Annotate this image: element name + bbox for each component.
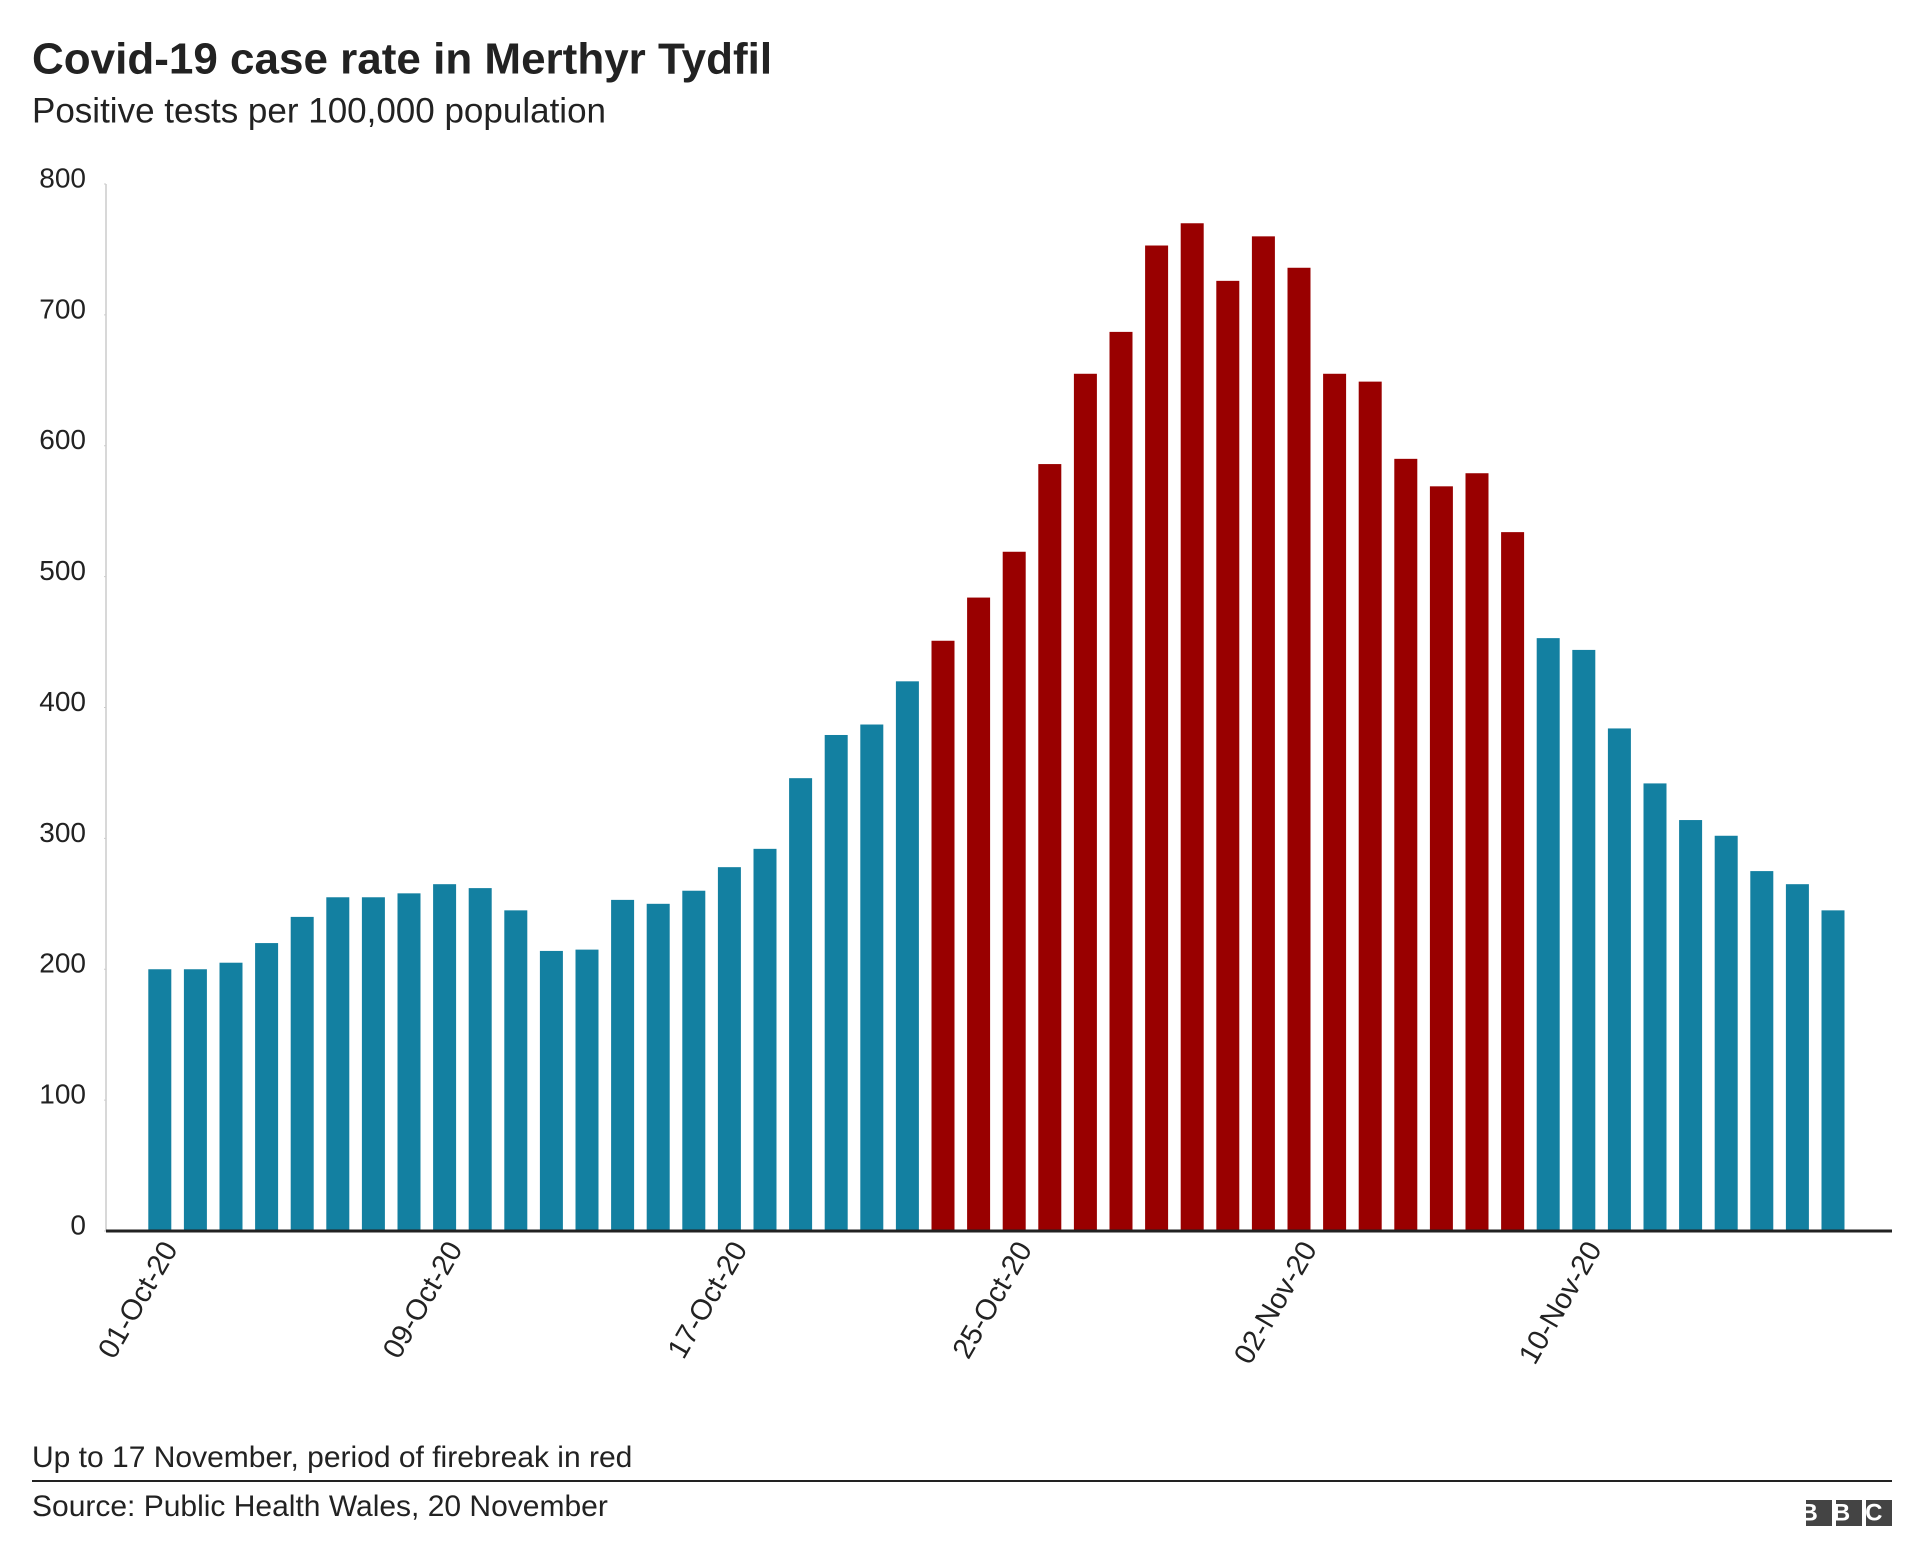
- bar: [895, 681, 919, 1231]
- bar: [219, 962, 243, 1231]
- bar: [1038, 464, 1062, 1231]
- bar: [611, 899, 635, 1231]
- bar: [1145, 245, 1169, 1232]
- chart-subtitle: Positive tests per 100,000 population: [32, 91, 606, 130]
- bar: [468, 888, 492, 1231]
- bar: [255, 943, 279, 1231]
- bar: [646, 903, 670, 1231]
- bar: [860, 724, 884, 1231]
- bar: [789, 778, 813, 1231]
- bar: [290, 916, 314, 1231]
- source: Source: Public Health Wales, 20 November: [32, 1490, 608, 1523]
- bar: [931, 640, 955, 1231]
- x-tick-label: 01-Oct-20: [92, 1236, 184, 1364]
- bar: [326, 897, 350, 1231]
- bar: [1501, 532, 1525, 1231]
- bar: [1679, 820, 1703, 1231]
- bar: [682, 890, 706, 1231]
- bar: [361, 897, 385, 1231]
- bar: [1714, 835, 1738, 1231]
- bar: [753, 848, 777, 1231]
- bar: [1109, 331, 1133, 1231]
- y-tick-label: 700: [39, 293, 86, 324]
- bar: [148, 969, 172, 1231]
- bar: [504, 910, 528, 1231]
- bar: [1323, 373, 1347, 1231]
- bar: [1536, 638, 1560, 1231]
- bar: [539, 950, 563, 1231]
- bar: [1607, 728, 1631, 1231]
- bbc-logo: BBC: [1801, 1499, 1898, 1526]
- y-tick-label: 400: [39, 686, 86, 717]
- bar: [1394, 458, 1418, 1231]
- bar: [433, 884, 457, 1231]
- y-tick-label: 100: [39, 1079, 86, 1110]
- y-tick-label: 800: [39, 162, 86, 193]
- y-tick-label: 0: [70, 1209, 86, 1240]
- x-tick-label: 17-Oct-20: [662, 1236, 754, 1364]
- chart-title: Covid-19 case rate in Merthyr Tydfil: [32, 35, 772, 84]
- y-tick-label: 200: [39, 948, 86, 979]
- bar: [1429, 486, 1453, 1231]
- bar: [1785, 884, 1809, 1231]
- bar: [1821, 910, 1845, 1231]
- y-tick-label: 600: [39, 424, 86, 455]
- y-tick-label: 300: [39, 817, 86, 848]
- x-tick-label: 09-Oct-20: [377, 1236, 469, 1364]
- bar: [183, 969, 207, 1231]
- bar: [1465, 473, 1489, 1231]
- bar: [1073, 373, 1097, 1231]
- bar: [717, 867, 741, 1231]
- x-tick-label: 10-Nov-20: [1513, 1236, 1608, 1369]
- x-tick-label: 02-Nov-20: [1228, 1236, 1323, 1369]
- note: Up to 17 November, period of firebreak i…: [32, 1441, 632, 1474]
- bar: [1002, 551, 1026, 1231]
- bar: [575, 949, 599, 1231]
- bar: [1251, 236, 1275, 1232]
- bar: [397, 893, 421, 1231]
- bar: [1572, 649, 1596, 1231]
- bar: [1180, 223, 1204, 1231]
- bar: [1643, 783, 1667, 1231]
- bar: [1216, 280, 1240, 1231]
- bar: [967, 597, 991, 1231]
- logo-text: BBC: [1801, 1499, 1898, 1526]
- bar: [1287, 267, 1311, 1231]
- bar: [824, 734, 848, 1231]
- bar: [1750, 871, 1774, 1231]
- y-tick-label: 500: [39, 555, 86, 586]
- bar: [1358, 381, 1382, 1232]
- x-tick-label: 25-Oct-20: [947, 1236, 1039, 1364]
